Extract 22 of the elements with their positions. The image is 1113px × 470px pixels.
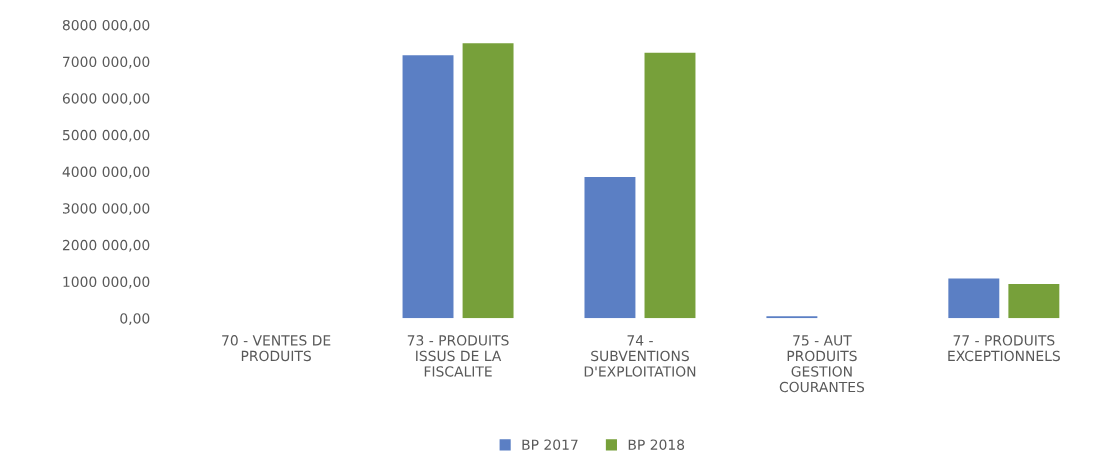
y-tick-label: 0,00 <box>120 313 150 326</box>
y-tick-label: 8000 000,00 <box>62 19 150 32</box>
y-tick-label: 3000 000,00 <box>62 203 150 216</box>
legend-label: BP 2017 <box>522 439 578 450</box>
bar <box>1008 284 1060 319</box>
x-tick-label: 74 - SUBVENTIONS D'EXPLOITATION <box>584 335 696 377</box>
bar <box>948 278 1000 319</box>
x-tick-label: 77 - PRODUITS EXCEPTIONNELS <box>948 335 1060 362</box>
bar <box>462 43 514 319</box>
y-tick-label: 4000 000,00 <box>62 166 150 179</box>
bar <box>644 52 696 319</box>
legend-label: BP 2018 <box>628 439 685 450</box>
bar <box>584 177 636 319</box>
y-tick-label: 5000 000,00 <box>63 129 150 142</box>
y-tick-label: 6000 000,00 <box>62 93 150 106</box>
y-tick-label: 1000 000,00 <box>63 276 150 289</box>
x-tick-label: 70 - VENTES DE PRODUITS <box>222 335 331 362</box>
bar <box>402 55 454 319</box>
x-tick-label: 73 - PRODUITS ISSUS DE LA FISCALITE <box>407 335 509 377</box>
x-tick-label: 75 - AUT PRODUITS GESTION COURANTES <box>779 335 865 393</box>
y-tick-label: 2000 000,00 <box>62 239 150 252</box>
y-tick-label: 7000 000,00 <box>63 56 150 69</box>
